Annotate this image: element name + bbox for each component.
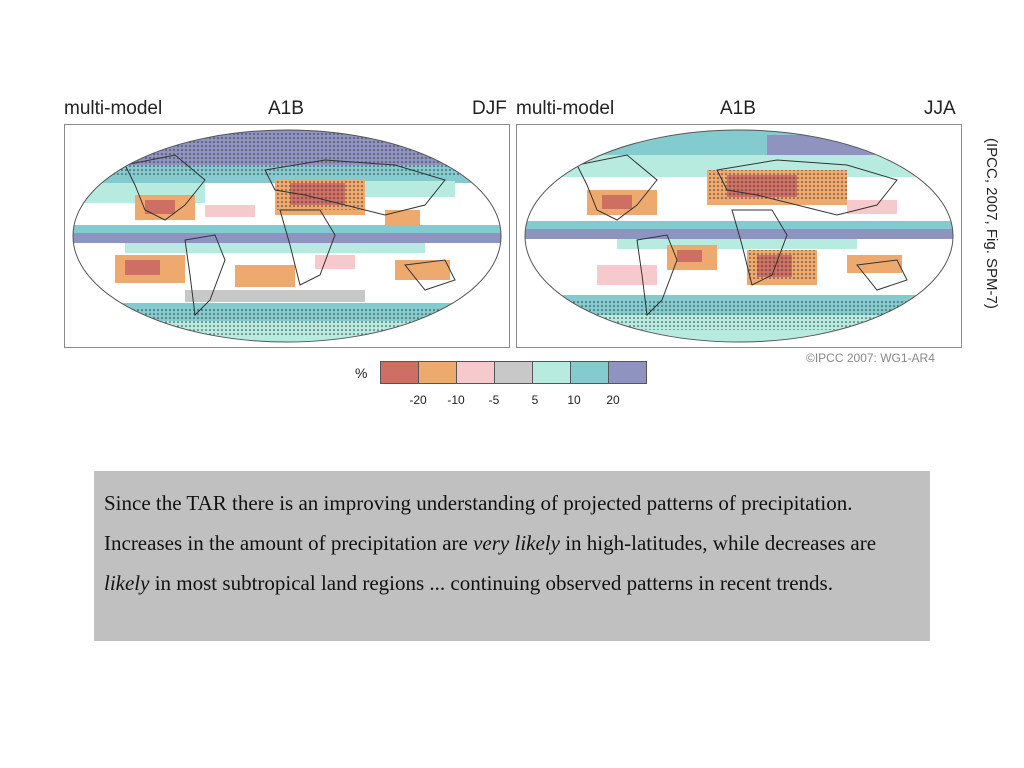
summary-text: Since the TAR there is an improving unde… — [104, 491, 853, 555]
legend-color-bar — [380, 361, 647, 384]
panel-model-label: multi-model — [64, 98, 163, 119]
legend-tick-label: -10 — [447, 393, 465, 407]
copyright-notice: ©IPCC 2007: WG1-AR4 — [806, 351, 935, 365]
legend-swatch — [419, 362, 457, 383]
legend-swatch — [571, 362, 609, 383]
summary-text: in most subtropical land regions ... con… — [149, 571, 833, 595]
legend-swatch — [533, 362, 571, 383]
map-djf — [64, 124, 510, 348]
legend-tick-label: 5 — [531, 393, 539, 407]
legend-swatch — [609, 362, 646, 383]
panel-model-label: multi-model — [516, 98, 615, 119]
legend-swatch — [381, 362, 419, 383]
panel-header-djf: multi-model A1B DJF — [64, 98, 510, 124]
legend-swatch — [495, 362, 533, 383]
summary-text-box: Since the TAR there is an improving unde… — [94, 471, 930, 641]
legend-tick-label: -5 — [488, 393, 500, 407]
precipitation-map-jja — [524, 129, 954, 343]
summary-emphasis: likely — [104, 571, 150, 595]
panel-scenario-label: A1B — [720, 98, 756, 119]
legend-tick-label: -20 — [409, 393, 427, 407]
panel-scenario-label: A1B — [268, 98, 304, 119]
precipitation-map-djf — [72, 129, 502, 343]
legend-unit-label: % — [355, 365, 368, 381]
panel-header-jja: multi-model A1B JJA — [516, 98, 962, 124]
map-jja — [516, 124, 962, 348]
summary-text: in high-latitudes, while decreases are — [559, 531, 877, 555]
summary-emphasis: very likely — [473, 531, 560, 555]
legend-tick-label: 20 — [606, 393, 620, 407]
panel-season-label: DJF — [472, 98, 507, 119]
figure-citation: (IPCC, 2007, Fig. SPM-7) — [983, 138, 1000, 309]
legend-tick-label: 10 — [567, 393, 581, 407]
legend-swatch — [457, 362, 495, 383]
panel-season-label: JJA — [924, 98, 956, 119]
